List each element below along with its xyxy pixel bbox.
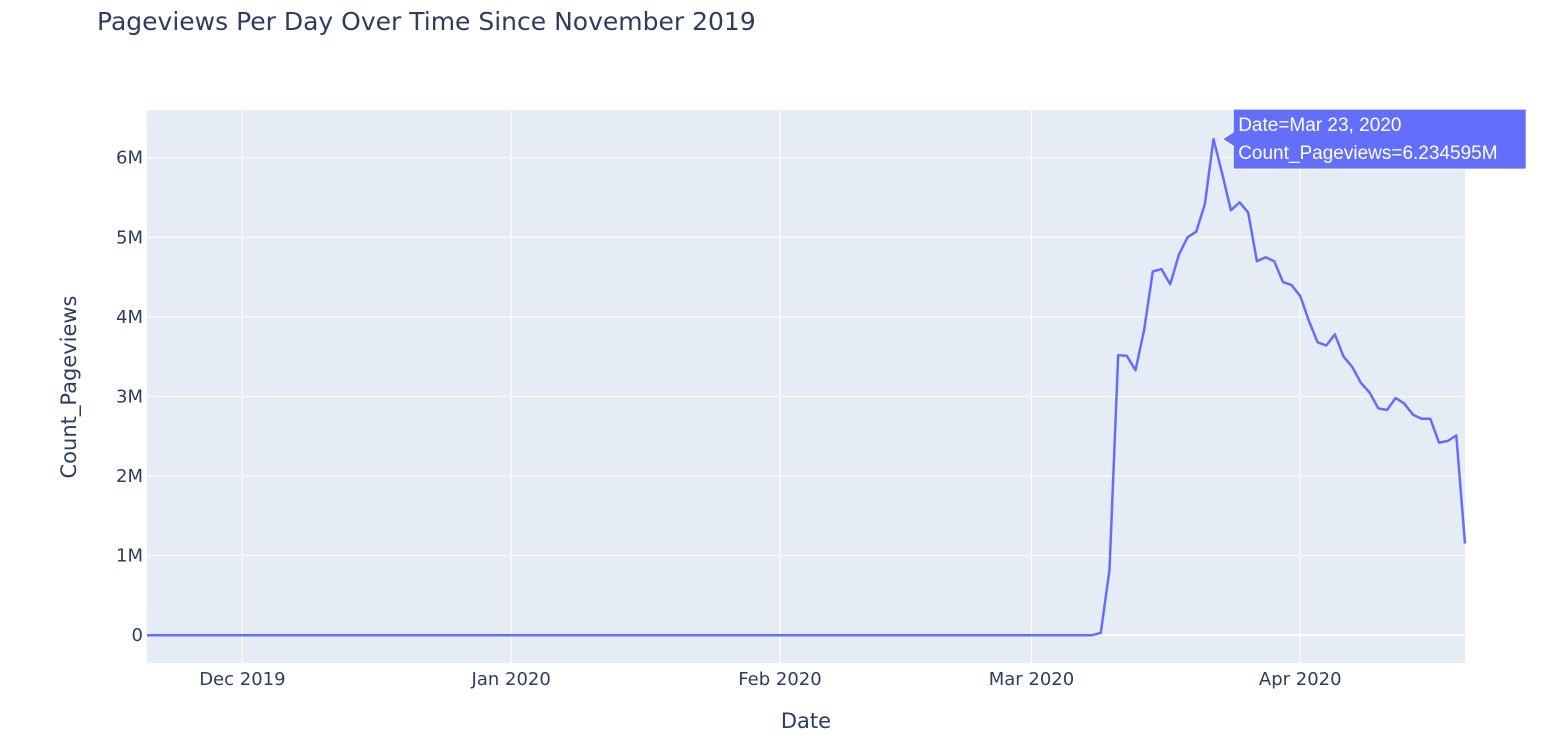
x-axis-title: Date bbox=[781, 709, 831, 733]
hover-tooltip: Date=Mar 23, 2020 Count_Pageviews=6.2345… bbox=[1221, 108, 1527, 170]
x-tick-label: Apr 2020 bbox=[1259, 669, 1342, 690]
x-tick-label: Jan 2020 bbox=[471, 669, 551, 690]
y-tick-label: 1M bbox=[116, 546, 143, 567]
x-tick-label: Dec 2019 bbox=[199, 669, 285, 690]
x-gridlines bbox=[241, 110, 1301, 663]
y-tick-label: 3M bbox=[116, 386, 143, 407]
plot-area bbox=[147, 110, 1465, 663]
y-tick-label: 6M bbox=[116, 148, 143, 169]
hover-tooltip-box bbox=[1221, 108, 1527, 170]
pageviews-series-line[interactable] bbox=[147, 137, 1467, 637]
y-axis-ticks: 0 1M 2M 3M 4M 5M 6M bbox=[116, 148, 143, 646]
y-tick-label: 4M bbox=[116, 307, 143, 328]
x-axis-ticks: Dec 2019 Jan 2020 Feb 2020 Mar 2020 Apr 2020 bbox=[199, 669, 1341, 690]
chart-title: Pageviews Per Day Over Time Since Novemb… bbox=[97, 7, 756, 36]
y-tick-label: 5M bbox=[116, 227, 143, 248]
hover-date-label: Date=Mar 23, 2020 bbox=[1238, 115, 1401, 136]
hover-value-label: Count_Pageviews=6.234595M bbox=[1238, 143, 1497, 164]
x-tick-label: Mar 2020 bbox=[989, 669, 1075, 690]
y-axis-title: Count_Pageviews bbox=[57, 295, 82, 478]
y-tick-label: 2M bbox=[116, 466, 143, 487]
x-tick-label: Feb 2020 bbox=[738, 669, 821, 690]
y-tick-label: 0 bbox=[132, 625, 143, 646]
